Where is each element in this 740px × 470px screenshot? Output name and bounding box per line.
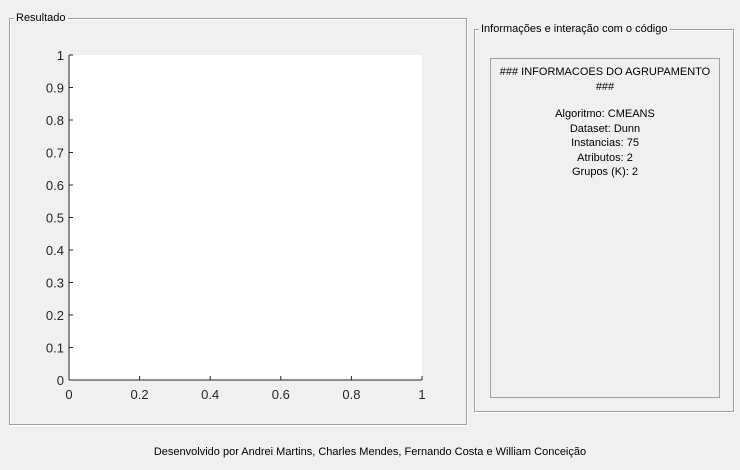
credits-footer: Desenvolvido por Andrei Martins, Charles… xyxy=(153,446,587,458)
info-panel: Informações e interação com o código xyxy=(474,22,734,412)
x-tick-label: 1 xyxy=(418,387,425,402)
y-tick-label: 0 xyxy=(57,373,64,388)
info-line-dataset: Dataset: Dunn xyxy=(569,122,641,135)
cluster-info-listbox[interactable]: ### INFORMACOES DO AGRUPAMENTO ### Algor… xyxy=(490,58,720,398)
x-tick-label: 0.2 xyxy=(131,387,149,402)
y-tick-label: 1 xyxy=(57,48,64,63)
x-tick-label: 0.8 xyxy=(342,387,360,402)
x-tick-label: 0.6 xyxy=(272,387,290,402)
info-line-algorithm: Algoritmo: CMEANS xyxy=(555,108,655,120)
x-tick-label: 0.4 xyxy=(201,387,219,402)
y-tick-label: 0.7 xyxy=(46,146,64,161)
y-tick-label: 0.4 xyxy=(46,243,64,258)
y-tick-label: 0.3 xyxy=(46,276,64,291)
y-tick-label: 0.1 xyxy=(46,341,64,356)
y-tick-label: 0.2 xyxy=(46,308,64,323)
x-tick-label: 0 xyxy=(65,387,72,402)
plot-area xyxy=(69,55,422,380)
y-tick-label: 0.8 xyxy=(46,113,64,128)
result-panel: Resultado xyxy=(9,11,467,425)
y-tick-label: 0.5 xyxy=(46,211,64,226)
x-ticks: 0 0.2 0.4 0.6 0.8 1 xyxy=(65,376,426,402)
cluster-info-header: ### INFORMACOES DO AGRUPAMENTO ### xyxy=(499,66,711,93)
result-panel-title: Resultado xyxy=(14,11,68,25)
info-line-groups: Grupos (K): 2 xyxy=(571,166,639,178)
info-line-instances: Instancias: 75 xyxy=(571,137,639,149)
y-tick-label: 0.9 xyxy=(46,81,64,96)
info-line-attributes: Atributos: 2 xyxy=(577,151,633,164)
y-ticks: 0 0.1 0.2 0.3 0.4 0.5 0.6 0.7 0.8 0.9 1 xyxy=(46,48,73,388)
y-tick-label: 0.6 xyxy=(46,178,64,193)
info-panel-title: Informações e interação com o código xyxy=(479,22,670,36)
